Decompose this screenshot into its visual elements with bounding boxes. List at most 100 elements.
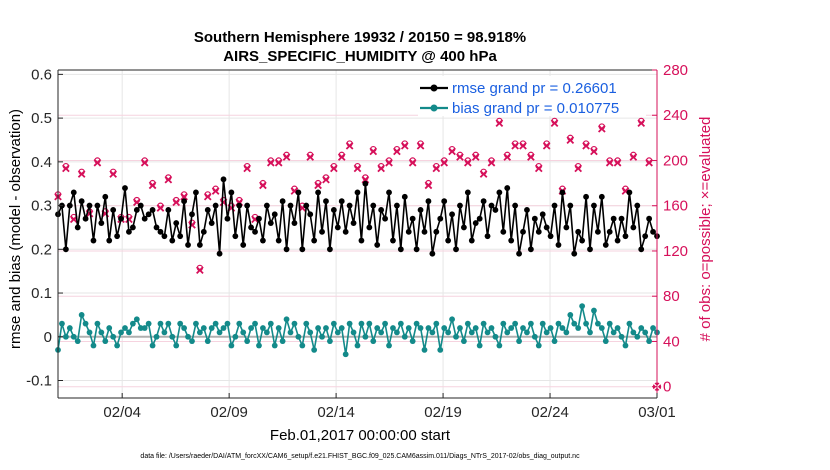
rmse-point bbox=[153, 224, 160, 231]
bias-point bbox=[323, 325, 329, 331]
rmse-point bbox=[157, 228, 164, 235]
obs-evaluated-point bbox=[534, 164, 543, 173]
rmse-point bbox=[433, 228, 440, 235]
rmse-point bbox=[252, 228, 258, 235]
bias-point bbox=[82, 320, 89, 327]
obs-evaluated-point bbox=[282, 153, 291, 161]
bias-point bbox=[409, 338, 416, 345]
bias-point bbox=[216, 329, 223, 336]
rmse-point bbox=[66, 202, 73, 209]
rmse-point bbox=[358, 237, 365, 244]
rmse-point bbox=[220, 176, 227, 183]
legend: rmse grand pr = 0.26601 bias grand pr = … bbox=[418, 76, 646, 117]
obs-evaluated-point bbox=[432, 164, 441, 173]
rmse-point bbox=[591, 202, 597, 209]
rmse-point bbox=[362, 180, 369, 187]
bias-point bbox=[630, 329, 637, 336]
bias-point bbox=[559, 325, 566, 331]
rmse-point bbox=[409, 215, 416, 222]
bias-point bbox=[319, 333, 325, 340]
bias-point bbox=[252, 320, 258, 327]
rmse-point bbox=[594, 228, 601, 235]
bias-point bbox=[149, 342, 156, 349]
tick-labels: 02/04 02/09 02/14 02/19 02/24 03/01 -0.1 0 0.1 0.… bbox=[26, 62, 688, 421]
bias-point bbox=[193, 320, 199, 327]
rmse-point bbox=[236, 202, 243, 209]
obs-evaluated-point bbox=[314, 181, 322, 190]
series-bias bbox=[55, 303, 660, 358]
obs-evaluated-point bbox=[542, 141, 551, 150]
rmse-point bbox=[212, 202, 219, 209]
series-layer bbox=[54, 117, 662, 391]
obs-evaluated-point bbox=[503, 153, 512, 161]
bias-point bbox=[102, 338, 109, 345]
bias-point bbox=[563, 329, 570, 336]
bias-point bbox=[153, 333, 160, 340]
y-tick-label: 0.6 bbox=[31, 66, 52, 83]
obs-evaluated-point bbox=[140, 158, 149, 167]
rmse-point bbox=[263, 202, 270, 209]
x-tick-label: 02/09 bbox=[210, 404, 248, 421]
bias-point bbox=[334, 329, 341, 336]
obs-evaluated-point bbox=[180, 192, 188, 201]
bias-point bbox=[421, 346, 428, 353]
rmse-point bbox=[330, 207, 337, 213]
rmse-point bbox=[614, 237, 621, 244]
bias-point bbox=[583, 320, 589, 327]
bias-point bbox=[598, 325, 605, 331]
obs-evaluated-point bbox=[464, 158, 472, 167]
bias-point bbox=[606, 320, 613, 327]
bias-point bbox=[575, 325, 582, 331]
rmse-point bbox=[366, 224, 373, 231]
obs-evaluated-point bbox=[259, 181, 267, 190]
bias-point bbox=[626, 320, 633, 327]
obs-evaluated-point bbox=[93, 158, 102, 167]
rmse-point bbox=[342, 228, 349, 235]
obs-evaluated-point bbox=[322, 175, 330, 184]
y2-tick-label: 80 bbox=[663, 288, 680, 305]
obs-evaluated-point bbox=[597, 124, 606, 133]
rmse-point bbox=[118, 215, 124, 222]
bias-point bbox=[441, 325, 448, 331]
bias-point bbox=[204, 338, 211, 345]
obs-evaluated-point bbox=[519, 141, 527, 150]
rmse-point bbox=[512, 202, 519, 209]
rmse-point bbox=[110, 207, 117, 213]
bias-point bbox=[232, 333, 239, 340]
bias-point bbox=[299, 342, 306, 349]
plot-background bbox=[58, 70, 657, 398]
rmse-point bbox=[323, 198, 329, 205]
bias-point bbox=[66, 325, 73, 331]
bias-point bbox=[394, 329, 400, 336]
rmse-point bbox=[496, 189, 503, 196]
bias-point bbox=[307, 329, 314, 336]
rmse-point bbox=[114, 233, 121, 240]
rmse-point bbox=[295, 189, 302, 196]
bias-point bbox=[512, 320, 519, 327]
rmse-point bbox=[401, 193, 408, 200]
bias-point bbox=[531, 333, 538, 340]
x-tick-label: 02/19 bbox=[424, 404, 462, 421]
rmse-point bbox=[378, 207, 385, 213]
obs-evaluated-point bbox=[345, 141, 354, 150]
rmse-point bbox=[598, 193, 605, 200]
bias-point bbox=[122, 325, 128, 331]
bias-point bbox=[362, 333, 369, 340]
bias-point bbox=[622, 342, 629, 349]
rmse-point bbox=[133, 207, 140, 213]
rmse-point bbox=[437, 215, 444, 222]
rmse-point bbox=[260, 237, 266, 244]
bias-point bbox=[618, 333, 625, 340]
y-axis-label: rmse and bias (model - observation) bbox=[7, 109, 24, 349]
y2-tick-label: 120 bbox=[663, 243, 688, 260]
obs-evaluated-point bbox=[274, 158, 283, 167]
rmse-point bbox=[228, 189, 235, 196]
rmse-point bbox=[630, 224, 637, 231]
rmse-point bbox=[559, 189, 566, 196]
chart-subtitle: AIRS_SPECIFIC_HUMIDITY @ 400 hPa bbox=[223, 48, 497, 65]
rmse-point bbox=[547, 233, 554, 240]
rmse-point bbox=[181, 198, 188, 205]
bias-point bbox=[181, 325, 188, 331]
bias-point bbox=[86, 329, 93, 336]
rmse-point bbox=[579, 237, 586, 244]
